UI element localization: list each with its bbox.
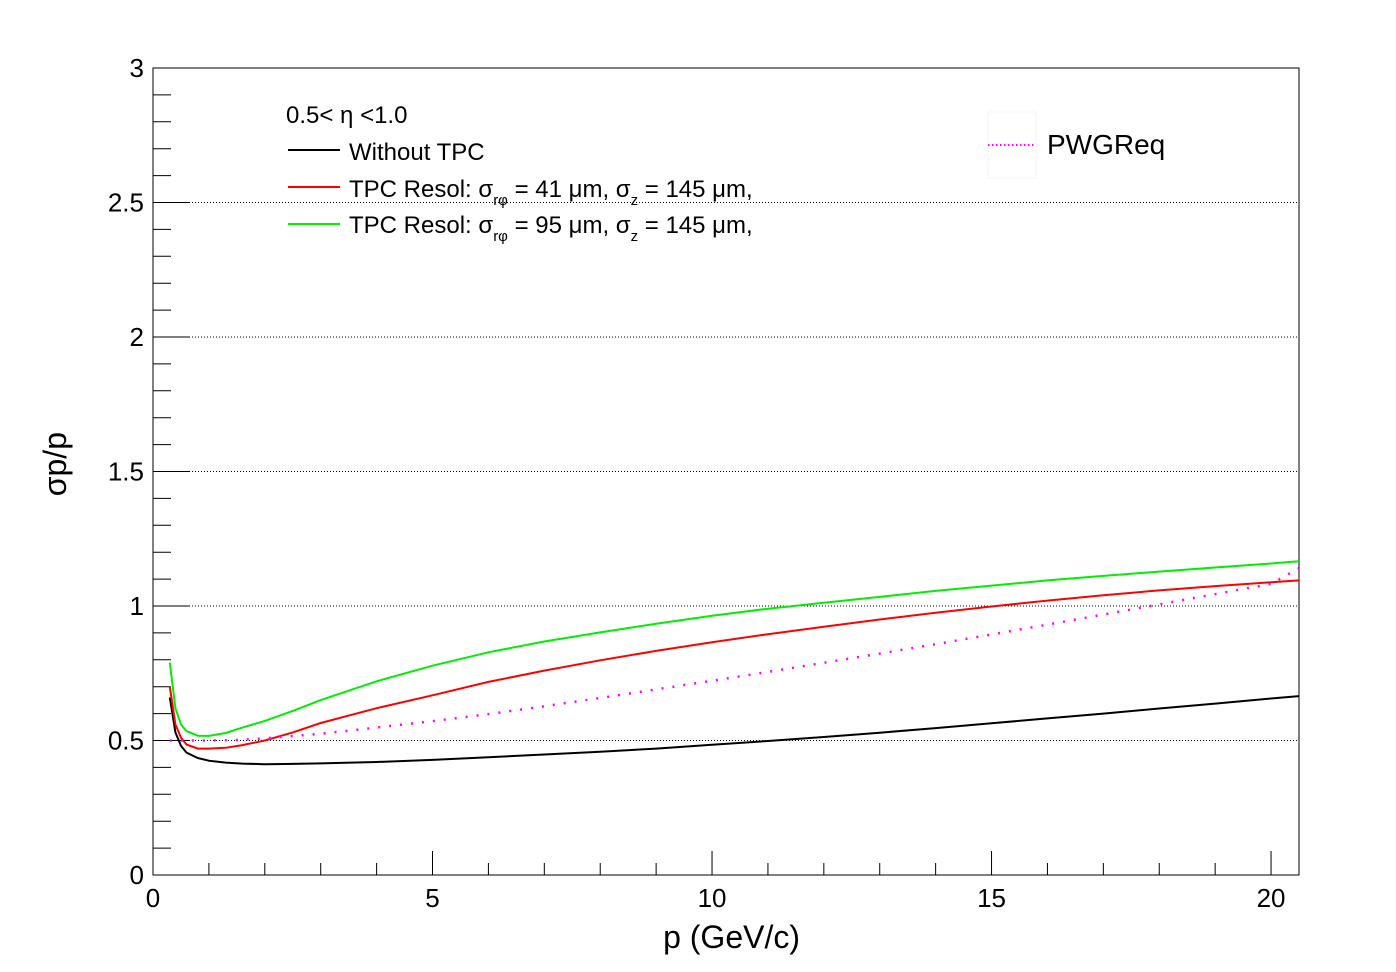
y-tick-label: 1.5 bbox=[108, 457, 144, 487]
legend-header: 0.5< η <1.0 bbox=[286, 102, 407, 129]
y-tick-label: 0 bbox=[130, 860, 144, 890]
legend-label-tpc-41: TPC Resol: σrφ = 41 μm, σz = 145 μm, bbox=[349, 176, 753, 209]
y-tick-label: 3 bbox=[130, 53, 144, 83]
y-tick-label: 2 bbox=[130, 322, 144, 352]
legend-secondary: PWGReq bbox=[987, 111, 1165, 179]
series-line-0 bbox=[168, 695, 1300, 766]
x-axis-title: p (GeV/c) bbox=[663, 919, 800, 955]
legend-label-without-tpc: Without TPC bbox=[349, 139, 485, 166]
y-tick-label: 0.5 bbox=[108, 726, 144, 756]
grid bbox=[153, 202, 1299, 741]
y-tick-label: 1 bbox=[130, 591, 144, 621]
y-tick-label: 2.5 bbox=[108, 188, 144, 218]
x-tick-label: 20 bbox=[1257, 883, 1286, 913]
x-tick-label: 15 bbox=[977, 883, 1006, 913]
series-line-3 bbox=[169, 567, 1300, 742]
tick-labels: 0 0.5 1 1.5 2 2.5 3 0 5 10 15 20 bbox=[108, 53, 1286, 913]
legend-label-pwgreq: PWGReq bbox=[1047, 129, 1165, 160]
series-line-1 bbox=[168, 579, 1300, 750]
x-tick-label: 5 bbox=[425, 883, 439, 913]
series-line-2 bbox=[168, 560, 1300, 737]
axis-ticks bbox=[152, 67, 1272, 876]
legend-label-tpc-95: TPC Resol: σrφ = 95 μm, σz = 145 μm, bbox=[349, 212, 753, 245]
series-group bbox=[168, 560, 1300, 766]
y-axis-title: σp/p bbox=[37, 432, 73, 496]
x-tick-label: 0 bbox=[146, 883, 160, 913]
legend-main: 0.5< η <1.0 Without TPC TPC Resol: σrφ =… bbox=[286, 102, 753, 245]
x-tick-label: 10 bbox=[698, 883, 727, 913]
